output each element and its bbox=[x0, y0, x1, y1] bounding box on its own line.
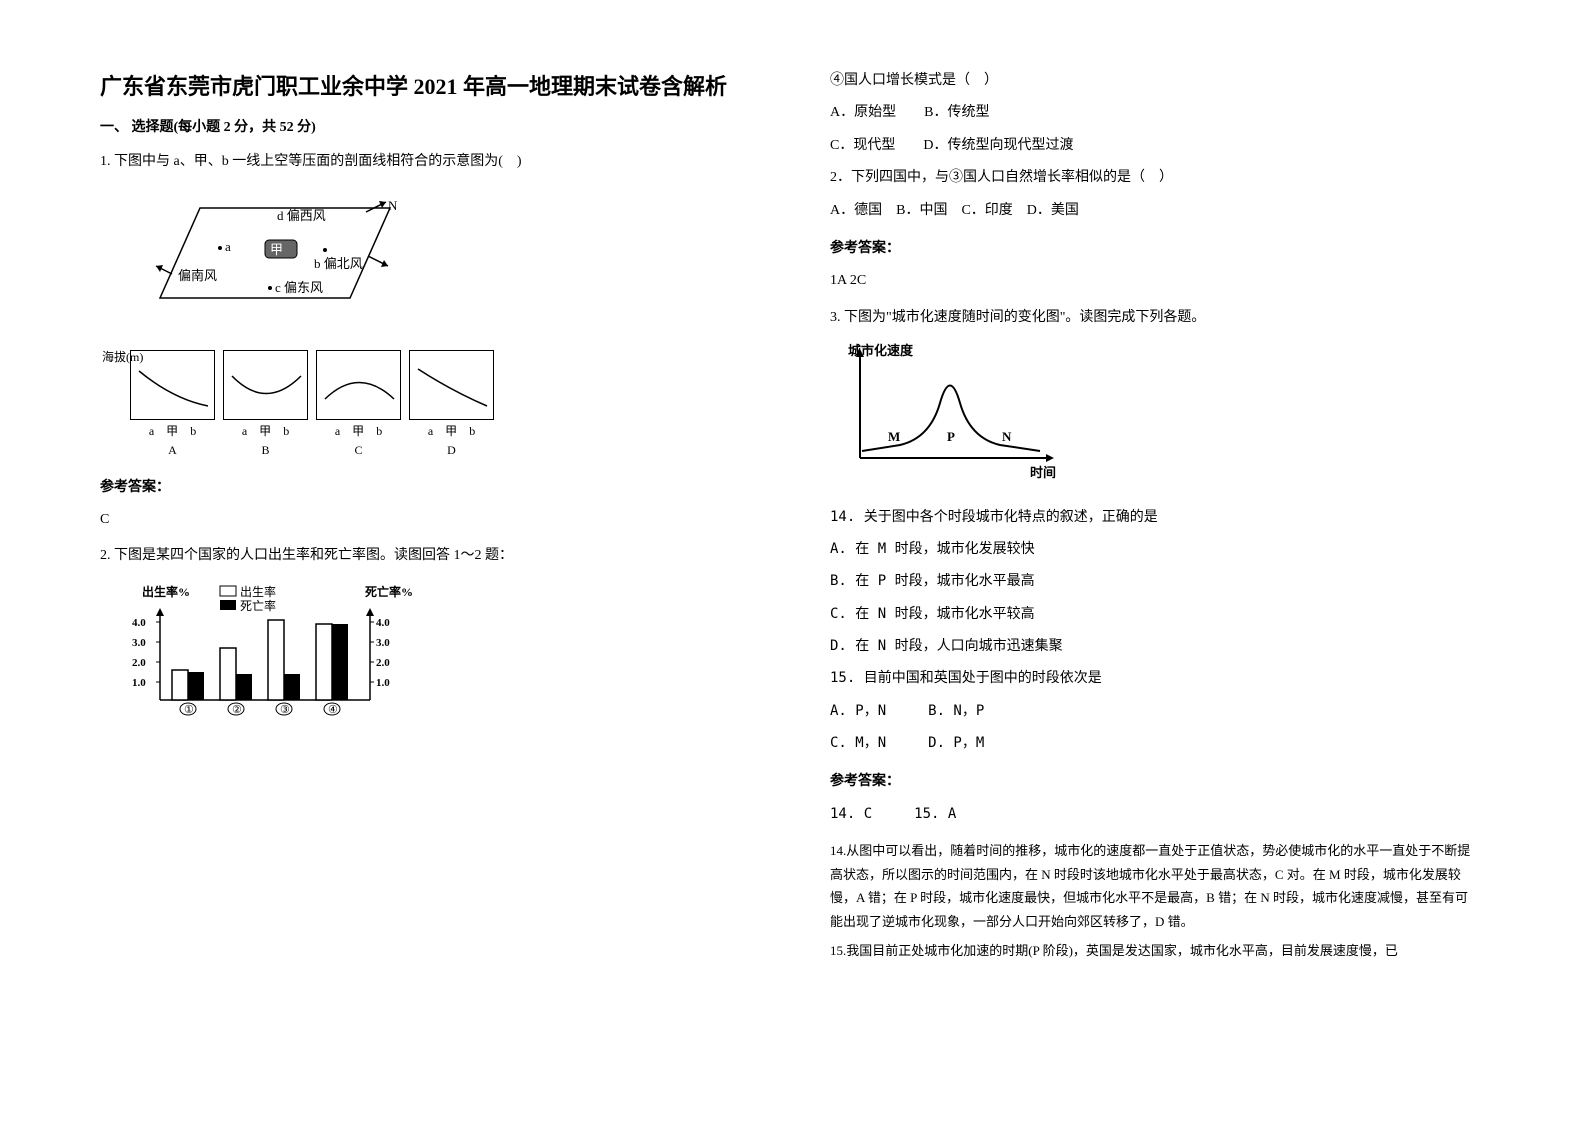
xa: a bbox=[428, 424, 433, 438]
cat1: ① bbox=[184, 704, 194, 716]
q3-sub14-d: D. 在 N 时段，人口向城市迅速集聚 bbox=[830, 635, 1480, 657]
xb: b bbox=[376, 424, 382, 438]
q1-answer: C bbox=[100, 509, 750, 531]
panel-label-B: B bbox=[223, 441, 308, 460]
q3-answer: 14. C 15. A bbox=[830, 803, 1480, 825]
q2-answer-label: 参考答案： bbox=[830, 238, 1480, 260]
point-M: M bbox=[888, 429, 900, 444]
q3-chart: 城市化速度 时间 M P N bbox=[830, 343, 1480, 491]
label-b: b 偏北风 bbox=[314, 256, 363, 271]
q3-sub14-a: A. 在 M 时段，城市化发展较快 bbox=[830, 538, 1480, 560]
q2-answer: 1A 2C bbox=[830, 270, 1480, 292]
label-d: d 偏西风 bbox=[277, 208, 326, 223]
q3-explanation14: 14.从图中可以看出，随着时间的推移，城市化的速度都一直处于正值状态，势必使城市… bbox=[830, 839, 1480, 933]
xa: a bbox=[149, 424, 154, 438]
label-n: N bbox=[388, 198, 398, 213]
label-south: 偏南风 bbox=[178, 268, 217, 283]
xm: 甲 bbox=[166, 424, 178, 438]
panel-B bbox=[223, 350, 308, 420]
cat2: ② bbox=[232, 704, 242, 716]
q3-sub14-c: C. 在 N 时段，城市化水平较高 bbox=[830, 603, 1480, 625]
panel-label-A: A bbox=[130, 441, 215, 460]
xb: b bbox=[283, 424, 289, 438]
q2-chart: 出生率% 出生率 死亡率 死亡率% 4.0 3.0 2.0 1.0 bbox=[110, 582, 750, 730]
q1-answer-label: 参考答案： bbox=[100, 477, 750, 499]
q2-text: 2. 下图是某四个国家的人口出生率和死亡率图。读图回答 1～2 题： bbox=[100, 545, 750, 567]
map-diagram: d 偏西风 N a 甲 b 偏北风 偏南风 c 偏东风 bbox=[130, 188, 410, 328]
q3-sub14-text: 14. 关于图中各个时段城市化特点的叙述，正确的是 bbox=[830, 506, 1480, 528]
section-heading: 一、 选择题(每小题 2 分，共 52 分) bbox=[100, 117, 750, 139]
q2-sub2-opts: A．德国 B．中国 C．印度 D．美国 bbox=[830, 200, 1480, 222]
tick: 4.0 bbox=[132, 617, 146, 629]
q2-sub1-text: ④国人口增长模式是（ ） bbox=[830, 70, 1480, 92]
page-title: 广东省东莞市虎门职工业余中学 2021 年高一地理期末试卷含解析 bbox=[100, 70, 750, 103]
q3-sub14-b: B. 在 P 时段，城市化水平最高 bbox=[830, 570, 1480, 592]
q2-sub1-optC: C．现代型 D．传统型向现代型过渡 bbox=[830, 135, 1480, 157]
cat3: ③ bbox=[280, 704, 290, 716]
xm: 甲 bbox=[445, 424, 457, 438]
label-jia: 甲 bbox=[270, 242, 283, 257]
panel-label-C: C bbox=[316, 441, 401, 460]
point-P: P bbox=[947, 429, 955, 444]
q3-sub15-text: 15. 目前中国和英国处于图中的时段依次是 bbox=[830, 667, 1480, 689]
tick: 1.0 bbox=[132, 677, 146, 689]
point-N: N bbox=[1002, 429, 1012, 444]
tick-r: 3.0 bbox=[376, 637, 390, 649]
panel-C bbox=[316, 350, 401, 420]
tick-r: 2.0 bbox=[376, 657, 390, 669]
q1-map-figure: d 偏西风 N a 甲 b 偏北风 偏南风 c 偏东风 bbox=[130, 188, 750, 336]
yleft: 出生率% bbox=[142, 584, 190, 599]
q3-ylabel: 城市化速度 bbox=[848, 343, 914, 358]
tick-r: 1.0 bbox=[376, 677, 390, 689]
label-a: a bbox=[225, 239, 231, 254]
q1-text: 1. 下图中与 a、甲、b 一线上空等压面的剖面线相符合的示意图为( ) bbox=[100, 151, 750, 173]
q3-xlabel: 时间 bbox=[1030, 465, 1056, 480]
panel-A bbox=[130, 350, 215, 420]
tick-r: 4.0 bbox=[376, 617, 390, 629]
tick: 2.0 bbox=[132, 657, 146, 669]
q1-panels: 海拔(m) a 甲 b a 甲 b a 甲 b a 甲 b bbox=[130, 350, 750, 460]
legend-birth: 出生率 bbox=[240, 584, 276, 599]
xb: b bbox=[190, 424, 196, 438]
panel-label-D: D bbox=[409, 441, 494, 460]
panel-D bbox=[409, 350, 494, 420]
q3-answer-label: 参考答案： bbox=[830, 771, 1480, 793]
xb: b bbox=[469, 424, 475, 438]
q2-sub1-optA: A．原始型 B．传统型 bbox=[830, 102, 1480, 124]
xa: a bbox=[242, 424, 247, 438]
cat4: ④ bbox=[328, 704, 338, 716]
q3-sub15-c: C. M，N D. P，M bbox=[830, 732, 1480, 754]
right-column: ④国人口增长模式是（ ） A．原始型 B．传统型 C．现代型 D．传统型向现代型… bbox=[830, 70, 1480, 962]
q3-text: 3. 下图为"城市化速度随时间的变化图"。读图完成下列各题。 bbox=[830, 307, 1480, 329]
left-column: 广东省东莞市虎门职工业余中学 2021 年高一地理期末试卷含解析 一、 选择题(… bbox=[100, 70, 750, 962]
tick: 3.0 bbox=[132, 637, 146, 649]
legend-death: 死亡率 bbox=[240, 598, 276, 613]
label-c: c 偏东风 bbox=[275, 280, 323, 295]
xa: a bbox=[335, 424, 340, 438]
q2-sub2-text: 2．下列四国中，与③国人口自然增长率相似的是（ ） bbox=[830, 167, 1480, 189]
q3-sub15-a: A. P，N B. N，P bbox=[830, 700, 1480, 722]
xm: 甲 bbox=[352, 424, 364, 438]
yright: 死亡率% bbox=[365, 584, 413, 599]
xm: 甲 bbox=[259, 424, 271, 438]
q3-explanation15: 15.我国目前正处城市化加速的时期(P 阶段)，英国是发达国家，城市化水平高，目… bbox=[830, 939, 1480, 962]
